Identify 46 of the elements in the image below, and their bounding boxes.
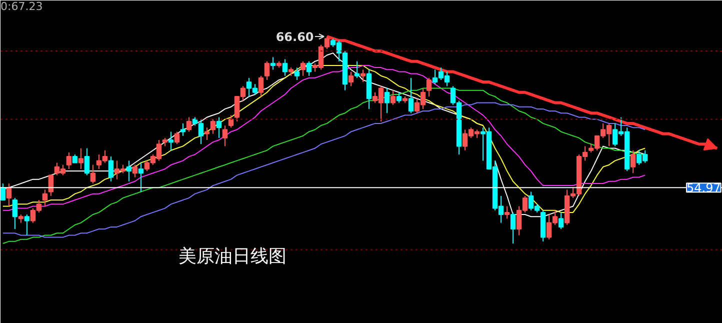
candlestick — [630, 150, 636, 174]
candlestick — [24, 214, 30, 236]
candlestick — [282, 58, 288, 76]
candlestick — [264, 60, 270, 80]
candlestick — [204, 127, 210, 140]
candlestick — [108, 156, 114, 182]
candlestick — [6, 182, 12, 207]
candlestick — [90, 164, 96, 184]
candlestick — [408, 77, 414, 114]
candlestick — [42, 189, 48, 207]
annotation: 54.97 — [686, 181, 721, 196]
candlestick — [354, 60, 360, 78]
candlestick — [396, 92, 402, 104]
candlestick — [216, 116, 222, 138]
candlestick — [168, 131, 174, 151]
candlestick — [384, 88, 390, 114]
annotation: 66.60 — [276, 30, 314, 44]
candlestick — [180, 122, 186, 136]
candlestick — [174, 131, 180, 145]
text: 0:67.23 — [0, 0, 43, 13]
candlestick — [270, 56, 276, 70]
candlestick — [510, 212, 516, 244]
candlestick — [210, 118, 216, 134]
candlestick — [558, 212, 564, 230]
text: 美原油日线图 — [178, 246, 286, 267]
candlestick — [306, 60, 312, 76]
candlestick — [294, 67, 300, 80]
candlestick — [348, 71, 354, 87]
candlestick — [504, 206, 510, 220]
candlestick — [48, 174, 54, 196]
candlestick — [258, 75, 264, 98]
candlestick — [78, 148, 84, 170]
candlestick — [0, 182, 6, 201]
candlestick — [222, 125, 228, 147]
candlestick — [66, 152, 72, 170]
candlestick — [132, 164, 138, 178]
candlestick — [360, 69, 366, 83]
candlestick — [228, 114, 234, 128]
candlestick — [138, 162, 144, 192]
candlestick — [300, 60, 306, 76]
candlestick — [426, 77, 432, 98]
candlestick — [390, 90, 396, 106]
candlestick — [126, 160, 132, 182]
candlestick — [186, 116, 192, 132]
candlestick — [84, 148, 90, 176]
candlestick — [12, 197, 18, 230]
